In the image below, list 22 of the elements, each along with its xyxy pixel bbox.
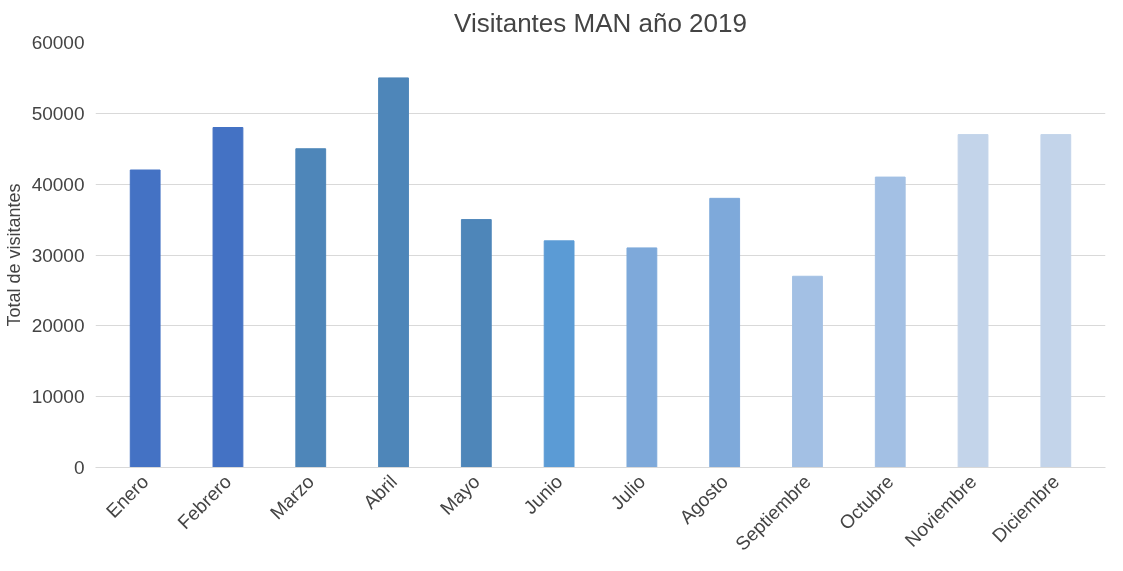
bar [212,127,244,468]
bar [874,176,906,468]
y-tick-label: 20000 [31,315,85,337]
x-tick-label: Julio [606,471,650,514]
bar [709,197,741,468]
bar [792,275,823,468]
y-tick-label: 30000 [31,244,85,266]
y-tick-label: 0 [73,457,85,478]
y-tick-label: 50000 [31,102,85,124]
y-tick-label: 60000 [31,32,85,53]
y-tick-label: 10000 [31,386,85,408]
chart-title: Visitantes MAN año 2019 [454,7,747,38]
bar [957,134,989,468]
bar [626,247,658,468]
bar [295,148,327,468]
bar [129,169,161,468]
y-tick-label: 40000 [31,173,85,195]
bar [378,77,409,468]
bar [1040,134,1072,468]
y-axis-title: Total de visitantes [3,183,24,327]
bar [460,219,492,468]
bar [543,240,575,468]
